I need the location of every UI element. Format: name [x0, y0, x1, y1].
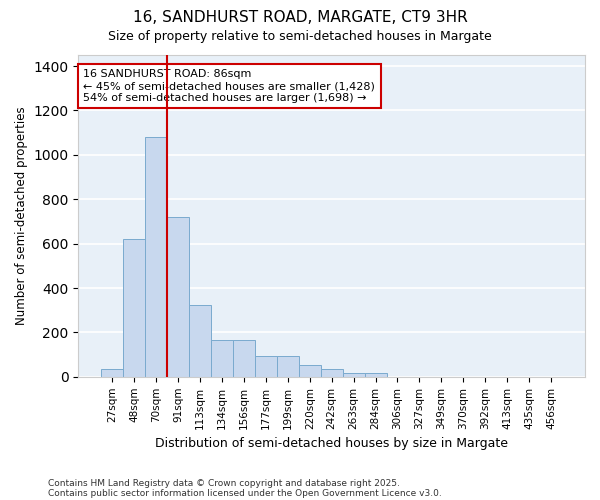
Text: Contains HM Land Registry data © Crown copyright and database right 2025.: Contains HM Land Registry data © Crown c… [48, 478, 400, 488]
Bar [277, 356, 299, 377]
Bar [211, 340, 233, 377]
Text: Contains public sector information licensed under the Open Government Licence v3: Contains public sector information licen… [48, 488, 442, 498]
Bar [255, 356, 277, 377]
Y-axis label: Number of semi-detached properties: Number of semi-detached properties [15, 106, 28, 325]
Bar [299, 364, 321, 377]
Bar [167, 217, 189, 377]
Text: Size of property relative to semi-detached houses in Margate: Size of property relative to semi-detach… [108, 30, 492, 43]
Text: 16 SANDHURST ROAD: 86sqm
← 45% of semi-detached houses are smaller (1,428)
54% o: 16 SANDHURST ROAD: 86sqm ← 45% of semi-d… [83, 70, 376, 102]
Bar [189, 304, 211, 377]
Bar [145, 137, 167, 377]
Bar [124, 239, 145, 377]
Bar [365, 373, 386, 377]
Text: 16, SANDHURST ROAD, MARGATE, CT9 3HR: 16, SANDHURST ROAD, MARGATE, CT9 3HR [133, 10, 467, 25]
Bar [233, 340, 255, 377]
X-axis label: Distribution of semi-detached houses by size in Margate: Distribution of semi-detached houses by … [155, 437, 508, 450]
Bar [343, 373, 365, 377]
Bar [321, 369, 343, 377]
Bar [101, 369, 124, 377]
